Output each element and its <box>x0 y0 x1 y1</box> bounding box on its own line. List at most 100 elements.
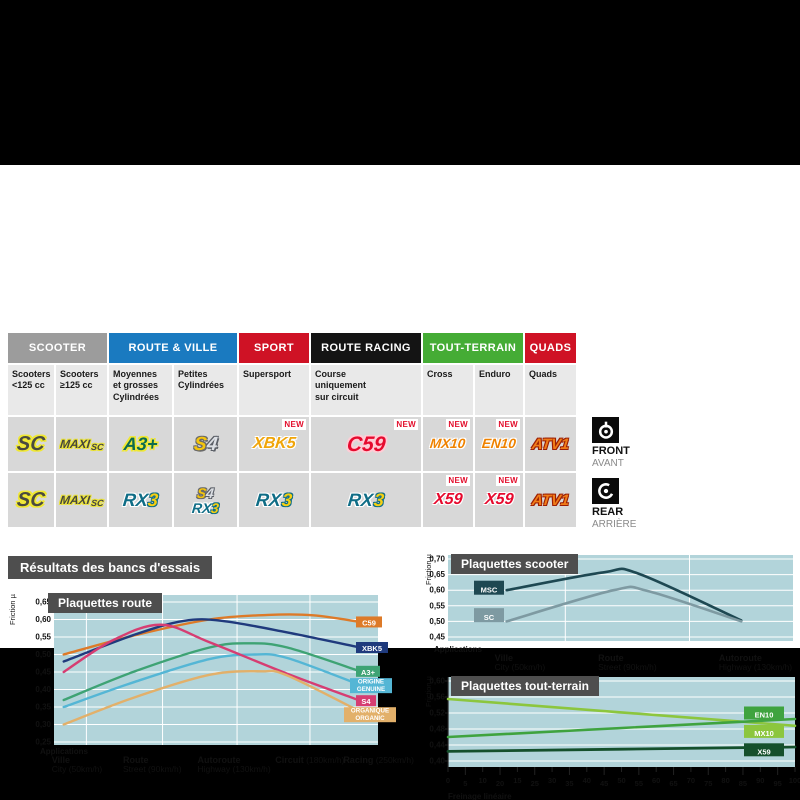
pad-cell-rear: NEW X59 <box>475 473 523 527</box>
legend-label: MX10 <box>754 729 774 738</box>
series-a3- <box>62 642 362 702</box>
logo-sc: SC <box>15 489 47 511</box>
subheader-7: Enduro <box>475 365 523 415</box>
x-tick-label: 95 <box>773 779 781 788</box>
new-badge: NEW <box>282 419 306 430</box>
series-sc <box>505 585 743 623</box>
rear-axle-item: REAR ARRIÈRE <box>592 478 672 530</box>
svg-text:Street (90km/h): Street (90km/h) <box>123 764 182 774</box>
subheader-1: Scooters ≥125 cc <box>56 365 107 415</box>
x-tick-label: 45 <box>600 779 608 788</box>
legend-box <box>356 616 382 628</box>
legend-label: S4 <box>361 697 371 706</box>
x-tick-label: 50 <box>617 776 625 785</box>
legend-box <box>356 642 388 653</box>
new-badge: NEW <box>496 475 520 486</box>
legend-label: X59 <box>757 747 770 756</box>
application-table: SCOOTER ROUTE & VILLE SPORT ROUTE RACING TOU… <box>8 333 576 527</box>
legend-label: EN10 <box>755 711 774 720</box>
logo-rx: RX <box>255 490 283 510</box>
x-tick-label: 5 <box>463 779 467 788</box>
y-tick-label: 0,50 <box>35 650 51 659</box>
series-xbk5 <box>62 618 362 663</box>
new-badge: NEW <box>446 419 470 430</box>
logo-atv1: ATV1 <box>530 435 571 453</box>
x-tick-label: 35 <box>565 779 573 788</box>
y-axis-label: Friction µ <box>424 675 433 707</box>
x-axis-caption: Applications <box>434 645 483 654</box>
category-label: Route <box>123 755 149 765</box>
series-s4 <box>62 623 362 702</box>
legend-label: ORIGINE <box>358 679 384 686</box>
legend-label: GENUINE <box>357 686 385 693</box>
x-tick-label: 80 <box>721 776 729 785</box>
arriere-label: ARRIÈRE <box>592 519 637 530</box>
pad-cell-front: NEW EN10 <box>475 417 523 471</box>
series-mx10 <box>446 697 797 728</box>
content-area: SCOOTER ROUTE & VILLE SPORT ROUTE RACING TOU… <box>0 165 800 800</box>
x-tick-label: 0 <box>446 776 450 785</box>
pad-cell-front: NEW XBK5 <box>239 417 309 471</box>
y-tick-label: 0,65 <box>35 598 51 607</box>
subheader-3: Petites Cylindrées <box>174 365 237 415</box>
chart-plaquettes-route: 0,65 0,60 0,55 0,50 0,45 0,40 0,35 0,30 0,25 Fric… <box>8 593 414 774</box>
logo-maxi: MAXI <box>58 493 91 507</box>
category-label: Ville <box>52 755 70 765</box>
x-tick-label: 40 <box>583 776 591 785</box>
svg-text:City (50km/h): City (50km/h) <box>495 662 546 672</box>
chart-title-route: Plaquettes route <box>48 593 163 613</box>
logo-3: 3 <box>280 490 293 510</box>
category-quads: QUADS <box>525 333 576 363</box>
logo-xbk5: XBK5 <box>251 435 297 452</box>
x-tick-label: 100 <box>789 776 800 785</box>
y-tick-label: 0,48 <box>429 725 445 734</box>
y-tick-label: 0,44 <box>429 741 445 750</box>
legend-label: ORGANIC <box>355 715 385 722</box>
logo-x59: X59 <box>483 491 515 508</box>
legend-label: XBK5 <box>362 644 382 653</box>
front-label: FRONT <box>592 445 630 457</box>
chart-title-tout-terrain: Plaquettes tout-terrain <box>451 676 600 696</box>
y-tick-label: 0,25 <box>35 738 51 747</box>
series-msc <box>505 567 743 622</box>
rear-label: REAR <box>592 506 624 518</box>
series-origine-genuine <box>62 652 362 709</box>
x-tick-label: 90 <box>756 776 764 785</box>
series-en10 <box>446 717 797 739</box>
subheader-2: Moyennes et grosses Cylindrées <box>109 365 172 415</box>
new-badge: NEW <box>496 419 520 430</box>
y-tick-label: 0,60 <box>429 586 445 595</box>
legend-box <box>350 678 392 694</box>
logo-mx10: MX10 <box>429 436 467 452</box>
category-label: Ville <box>495 653 513 663</box>
svg-text:Street (90km/h): Street (90km/h) <box>598 662 657 672</box>
logo-4: 4 <box>205 484 215 501</box>
subheader-4: Supersport <box>239 365 309 415</box>
logo-4: 4 <box>205 433 219 455</box>
front-disc-icon <box>592 417 619 443</box>
pad-cell-front: ATV1 <box>525 417 576 471</box>
x-tick-label: 65 <box>669 779 677 788</box>
x-tick-label: 25 <box>531 779 539 788</box>
logo-sc: SC <box>90 442 104 452</box>
pad-cell-rear: ATV1 <box>525 473 576 527</box>
legend-box <box>474 608 504 623</box>
x-tick-label: 70 <box>687 776 695 785</box>
pad-cell-front: A3+ <box>109 417 172 471</box>
new-badge: NEW <box>446 475 470 486</box>
pad-cell-rear: RX 3 <box>311 473 421 527</box>
pad-cell-front: NEW MX10 <box>423 417 473 471</box>
x-tick-label: 85 <box>739 779 747 788</box>
legend-box <box>744 706 784 720</box>
logo-sc: SC <box>15 433 47 455</box>
pad-cell-rear: RX 3 <box>109 473 172 527</box>
y-tick-label: 0,40 <box>35 685 51 694</box>
category-route-racing: ROUTE RACING <box>311 333 421 363</box>
logo-a3+: A3+ <box>122 434 159 454</box>
rear-disc-icon <box>592 478 619 504</box>
y-axis-label: Friction µ <box>424 553 433 585</box>
category-scooter: SCOOTER <box>8 333 107 363</box>
x-tick-label: 20 <box>496 779 504 788</box>
